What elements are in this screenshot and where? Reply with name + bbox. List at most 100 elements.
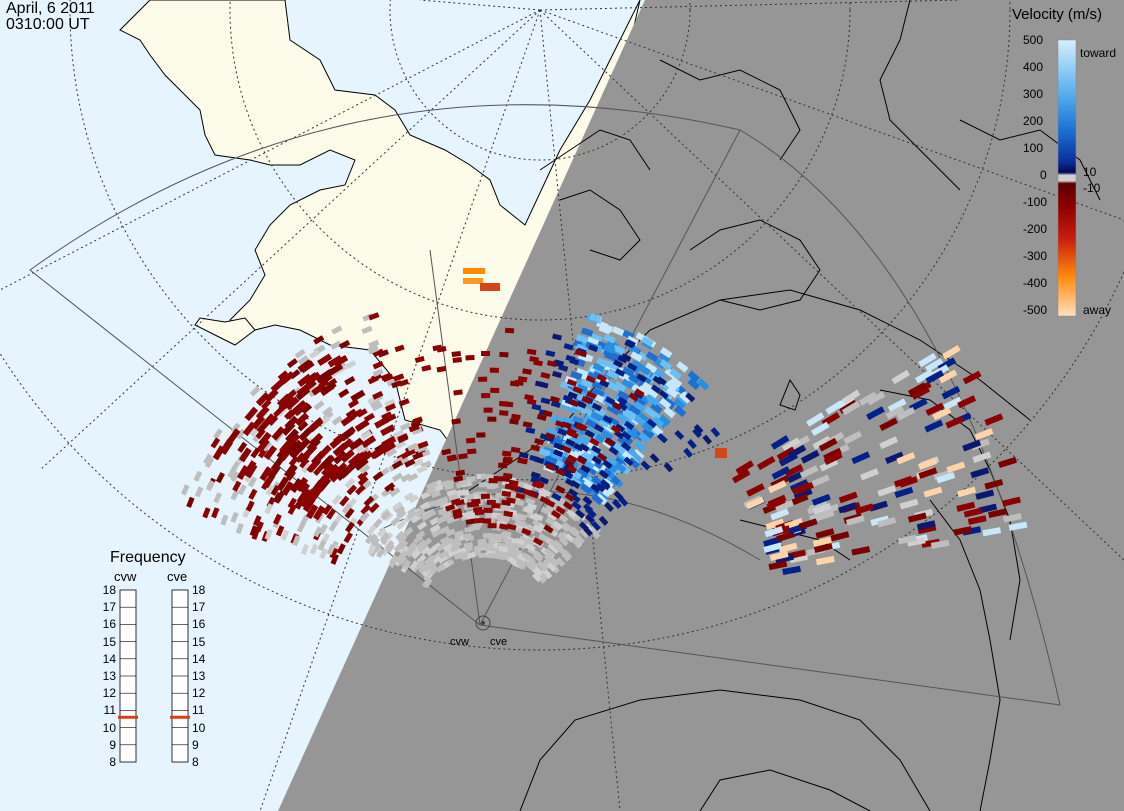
radar-echo-cell	[504, 483, 515, 490]
radar-echo-cell	[596, 373, 607, 383]
radar-echo-cell	[280, 371, 295, 385]
radar-echo-cell	[614, 423, 626, 433]
radar-echo-cell	[443, 537, 454, 546]
radar-site-marker	[475, 615, 491, 631]
radar-echo-cell	[540, 372, 551, 379]
time-label: 0310:00 UT	[6, 16, 90, 33]
radar-echo-cell	[452, 508, 463, 516]
legend-tick: 400	[1023, 60, 1044, 74]
radar-echo-cell	[398, 544, 409, 555]
radar-echo-cell	[532, 537, 544, 547]
radar-echo-cell	[693, 424, 704, 435]
radar-echo-cell	[501, 490, 512, 497]
radar-echo-cell	[503, 510, 514, 518]
radar-echo-cell	[526, 348, 537, 356]
radar-echo-cell	[789, 493, 809, 507]
radar-echo-cell	[899, 498, 919, 510]
radar-echo-cell	[339, 339, 351, 349]
radar-echo-cell	[767, 480, 787, 494]
radar-echo-cell	[401, 559, 412, 570]
radar-echo-cell	[547, 537, 558, 548]
radar-echo-cell	[542, 409, 553, 418]
radar-echo-cell	[407, 442, 419, 452]
radar-echo-cell	[261, 440, 272, 452]
radar-echo-cell	[866, 391, 886, 406]
radar-echo-cell	[907, 512, 927, 523]
radar-echo-cell	[368, 312, 380, 321]
radar-echo-cell	[567, 391, 578, 400]
radar-echo-cell	[584, 429, 595, 439]
frequency-scale-label: 11	[103, 703, 116, 718]
radar-echo-cell	[300, 543, 310, 556]
radar-echo-cell	[335, 466, 350, 481]
radar-echo-cell	[552, 333, 562, 341]
radar-echo-cell	[425, 546, 436, 557]
radar-echo-cell	[539, 496, 550, 505]
radar-echo-cell	[626, 428, 639, 440]
radar-echo-cell	[302, 497, 316, 513]
radar-echo-cell	[341, 426, 356, 440]
radar-echo-cell	[441, 448, 452, 456]
radar-echo-cell	[478, 376, 488, 382]
radar-echo-cell	[399, 422, 412, 431]
radar-echo-cell	[628, 392, 639, 402]
radar-echo-cell	[392, 501, 403, 511]
radar-echo-cell	[447, 454, 458, 462]
radar-echo-cell	[784, 464, 804, 478]
radar-echo-cell	[372, 518, 383, 529]
frequency-scale-label: 17	[192, 600, 206, 615]
radar-echo-cell	[355, 484, 366, 496]
radar-echo-cell	[526, 398, 537, 406]
radar-echo-cell	[656, 433, 667, 443]
radar-echo-cell	[676, 394, 689, 406]
radar-echo-cell	[480, 283, 500, 291]
frequency-scale-label: 12	[102, 686, 116, 701]
radar-echo-cell	[437, 507, 448, 516]
radar-echo-cell	[435, 563, 446, 573]
frequency-scale-label: 14	[192, 651, 206, 666]
radar-echo-cell	[331, 325, 343, 335]
radar-echo-cell	[235, 428, 246, 440]
radar-echo-cell	[545, 350, 556, 358]
radar-echo-cell	[612, 401, 623, 411]
radar-echo-cell	[819, 458, 839, 472]
radar-echo-cell	[545, 455, 558, 466]
velocity-colorbar	[1057, 39, 1077, 317]
radar-echo-cell	[347, 398, 360, 409]
radar-echo-cell	[534, 437, 545, 446]
radar-echo-cell	[465, 552, 476, 560]
radar-echo-cell	[936, 472, 956, 484]
radar-echo-cell	[357, 470, 369, 481]
radar-echo-cell	[499, 523, 509, 530]
radar-echo-cell	[823, 451, 843, 466]
radar-echo-cell	[338, 388, 350, 399]
radar-echo-cell	[925, 402, 945, 416]
radar-echo-cell	[498, 545, 508, 553]
frequency-scale-label: 13	[192, 669, 206, 683]
radar-echo-cell	[474, 509, 485, 516]
frequency-scale-label: 10	[102, 720, 116, 735]
radar-echo-cell	[615, 368, 626, 377]
radar-echo-cell	[550, 400, 561, 409]
radar-echoes	[180, 268, 1028, 589]
radar-echo-cell	[953, 526, 973, 536]
radar-echo-cell	[532, 524, 543, 534]
radar-echo-cell	[974, 428, 994, 441]
radar-echo-cell	[280, 529, 290, 541]
radar-echo-cell	[466, 476, 476, 483]
radar-echo-cell	[603, 344, 616, 355]
radar-echo-cell	[289, 444, 304, 460]
radar-echo-cell	[319, 455, 334, 470]
radar-echo-cell	[407, 472, 419, 482]
radar-echo-cell	[791, 435, 811, 450]
radar-echo-cell	[451, 350, 462, 357]
radar-echo-cell	[305, 504, 319, 520]
radar-echo-cell	[575, 334, 589, 344]
radar-echo-cell	[194, 486, 204, 498]
radar-echo-cell	[180, 484, 190, 496]
radar-echo-cell	[838, 491, 858, 504]
radar-echo-cell	[548, 504, 560, 514]
radar-echo-cell	[313, 526, 323, 538]
radar-echo-cell	[514, 537, 525, 546]
